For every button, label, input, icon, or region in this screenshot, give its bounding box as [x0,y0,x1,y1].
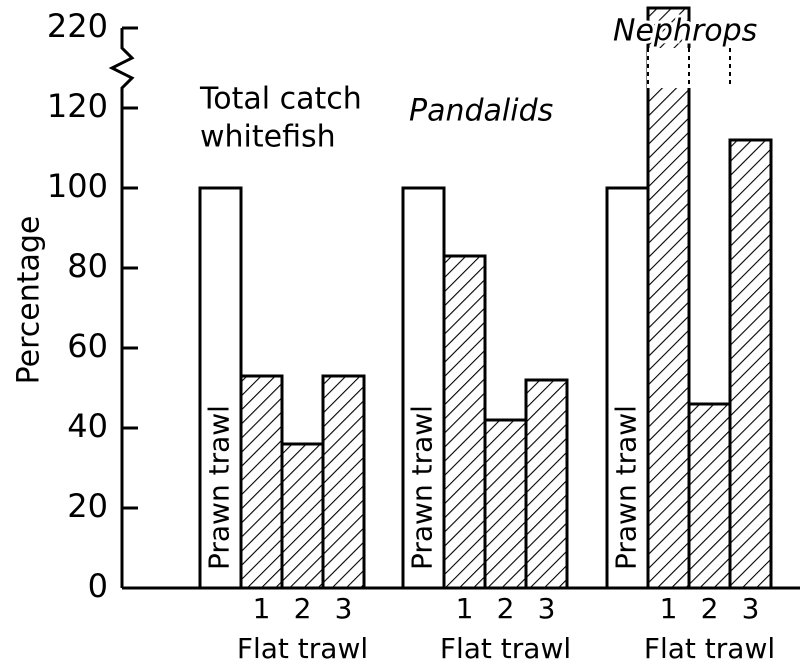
group-title: Pandalids [409,94,553,129]
y-axis-label: Percentage [12,216,47,385]
x-tick-label: 2 [701,592,719,625]
group-title: Total catch [199,82,362,117]
x-tick-label: 1 [253,592,271,625]
bar [605,186,650,590]
x-tick-label: 1 [660,592,678,625]
bar [524,378,569,590]
y-tick-label: 40 [67,407,108,445]
break-band [688,48,731,88]
bar-label: Prawn trawl [406,405,439,570]
x-group-label: Flat trawl [644,632,775,665]
y-tick-label: 20 [67,487,108,525]
bar-label: Prawn trawl [203,405,236,570]
bar [687,402,732,590]
x-tick-label: 3 [742,592,760,625]
bar [646,6,691,590]
x-tick-label: 2 [497,592,515,625]
bar [280,442,325,590]
y-tick-label: 60 [67,327,108,365]
x-tick-label: 3 [538,592,556,625]
y-axis [108,28,135,588]
y-tick-label: 120 [47,87,108,125]
bar [442,254,487,590]
group-title: Nephrops [613,14,757,49]
x-tick-label: 2 [294,592,312,625]
bar [483,418,528,590]
x-tick-label: 1 [456,592,474,625]
x-group-label: Flat trawl [440,632,571,665]
x-group-label: Flat trawl [237,632,368,665]
bar [239,374,284,590]
y-tick-label: 100 [47,167,108,205]
y-tick-label: 220 [47,7,108,45]
y-tick-label: 80 [67,247,108,285]
bar [321,374,366,590]
bar-label: Prawn trawl [610,405,643,570]
bar [728,138,773,590]
break-band [647,48,690,88]
bar [401,186,446,590]
group-title: whitefish [200,120,336,155]
y-tick-label: 0 [88,567,108,605]
x-tick-label: 3 [335,592,353,625]
